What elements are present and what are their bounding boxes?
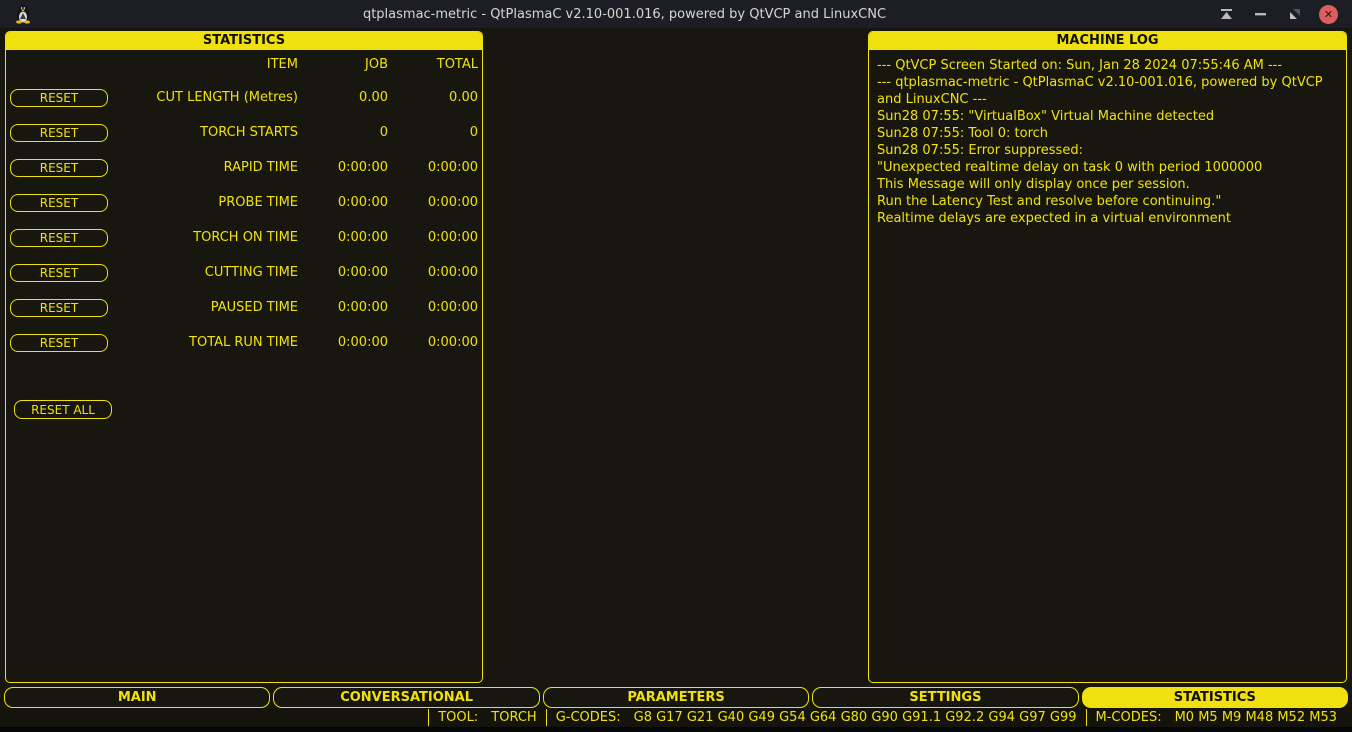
stat-item-label: PROBE TIME [218, 195, 298, 210]
log-line: Sun28 07:55: Tool 0: torch [877, 126, 1049, 141]
reset-button[interactable]: RESET [10, 263, 108, 282]
tool-value: TORCH [491, 710, 537, 725]
table-row: RESET TORCH STARTS 0 0 [6, 115, 478, 150]
tab-settings[interactable]: SETTINGS [812, 687, 1079, 708]
statistics-header-row: ITEM JOB TOTAL [6, 50, 478, 78]
tab-parameters[interactable]: PARAMETERS [542, 687, 810, 708]
stat-item-label: TORCH ON TIME [193, 230, 298, 245]
reset-button[interactable]: RESET [10, 298, 108, 317]
gcodes-status: G-CODES: G8 G17 G21 G40 G49 G54 G64 G80 … [547, 710, 1086, 725]
stat-total-value: 0:00:00 [427, 230, 478, 245]
tool-status: TOOL: TORCH [429, 710, 545, 725]
machine-log-title: MACHINE LOG [869, 32, 1346, 50]
reset-button[interactable]: RESET [10, 228, 108, 247]
stat-job-value: 0:00:00 [337, 195, 388, 210]
stat-job-value: 0.00 [359, 90, 388, 105]
mcodes-status: M-CODES: M0 M5 M9 M48 M52 M53 [1087, 710, 1346, 725]
log-line: This Message will only display once per … [877, 177, 1190, 192]
table-row: RESET CUTTING TIME 0:00:00 0:00:00 [6, 255, 478, 290]
table-row: RESET PAUSED TIME 0:00:00 0:00:00 [6, 290, 478, 325]
mcodes-label: M-CODES: [1095, 710, 1162, 725]
status-separator [428, 709, 430, 726]
minimize-icon[interactable] [1251, 5, 1270, 24]
statistics-panel-title: STATISTICS [6, 32, 482, 50]
log-line: Sun28 07:55: "VirtualBox" Virtual Machin… [877, 109, 1215, 124]
status-separator [1085, 709, 1087, 726]
stat-job-value: 0 [379, 125, 388, 140]
window-title: qtplasmac-metric - QtPlasmaC v2.10-001.0… [362, 6, 887, 22]
stat-total-value: 0:00:00 [427, 300, 478, 315]
tab-bar: MAIN CONVERSATIONAL PARAMETERS SETTINGS … [0, 687, 1352, 708]
stat-total-value: 0 [469, 125, 478, 140]
machine-log-text: --- QtVCP Screen Started on: Sun, Jan 28… [869, 50, 1346, 234]
reset-button[interactable]: RESET [10, 193, 108, 212]
log-line: and LinuxCNC --- [877, 92, 987, 107]
stat-job-value: 0:00:00 [337, 335, 388, 350]
log-line: --- QtVCP Screen Started on: Sun, Jan 28… [877, 58, 1283, 73]
reset-button[interactable]: RESET [10, 158, 108, 177]
tab-statistics[interactable]: STATISTICS [1081, 687, 1349, 708]
log-line: --- qtplasmac-metric - QtPlasmaC v2.10-0… [877, 75, 1323, 90]
machine-log-panel: MACHINE LOG --- QtVCP Screen Started on:… [868, 31, 1347, 683]
maximize-icon[interactable] [1285, 5, 1304, 24]
stat-job-value: 0:00:00 [337, 300, 388, 315]
shade-icon[interactable] [1217, 5, 1236, 24]
stat-total-value: 0.00 [449, 90, 478, 105]
table-row: RESET PROBE TIME 0:00:00 0:00:00 [6, 185, 478, 220]
stat-item-label: TOTAL RUN TIME [189, 335, 298, 350]
reset-button[interactable]: RESET [10, 333, 108, 352]
table-row: RESET RAPID TIME 0:00:00 0:00:00 [6, 150, 478, 185]
window-controls: ✕ [1217, 4, 1338, 24]
reset-all-button[interactable]: RESET ALL [14, 400, 112, 419]
stat-total-value: 0:00:00 [427, 160, 478, 175]
column-header-job: JOB [365, 56, 388, 72]
table-row: RESET TORCH ON TIME 0:00:00 0:00:00 [6, 220, 478, 255]
gcodes-label: G-CODES: [555, 710, 621, 725]
table-row: RESET TOTAL RUN TIME 0:00:00 0:00:00 [6, 325, 478, 360]
stat-item-label: RAPID TIME [223, 160, 298, 175]
stat-total-value: 0:00:00 [427, 195, 478, 210]
reset-button[interactable]: RESET [10, 123, 108, 142]
reset-button[interactable]: RESET [10, 88, 108, 107]
status-bar: TOOL: TORCH G-CODES: G8 G17 G21 G40 G49 … [0, 708, 1352, 732]
statistics-table: ITEM JOB TOTAL RESET CUT LENGTH (Metres)… [6, 50, 482, 419]
stat-item-label: PAUSED TIME [210, 300, 298, 315]
stat-job-value: 0:00:00 [337, 265, 388, 280]
stat-item-label: CUTTING TIME [204, 265, 298, 280]
close-icon[interactable]: ✕ [1319, 4, 1338, 24]
stat-item-label: CUT LENGTH (Metres) [156, 90, 298, 105]
stat-job-value: 0:00:00 [337, 160, 388, 175]
titlebar: qtplasmac-metric - QtPlasmaC v2.10-001.0… [0, 0, 1352, 28]
log-line: "Unexpected realtime delay on task 0 wit… [877, 160, 1263, 175]
log-line: Sun28 07:55: Error suppressed: [877, 143, 1083, 158]
log-line: Run the Latency Test and resolve before … [877, 194, 1222, 209]
gcodes-value: G8 G17 G21 G40 G49 G54 G64 G80 G90 G91.1… [633, 710, 1077, 725]
stat-total-value: 0:00:00 [427, 265, 478, 280]
status-separator [545, 709, 547, 726]
column-header-item: ITEM [266, 56, 298, 72]
stat-total-value: 0:00:00 [427, 335, 478, 350]
tool-label: TOOL: [438, 710, 479, 725]
stat-item-label: TORCH STARTS [200, 125, 298, 140]
mcodes-value: M0 M5 M9 M48 M52 M53 [1174, 710, 1337, 725]
tab-conversational[interactable]: CONVERSATIONAL [273, 687, 540, 708]
statistics-panel: STATISTICS ITEM JOB TOTAL RESET CUT LENG… [5, 31, 483, 683]
stat-job-value: 0:00:00 [337, 230, 388, 245]
table-row: RESET CUT LENGTH (Metres) 0.00 0.00 [6, 80, 478, 115]
log-line: Realtime delays are expected in a virtua… [877, 211, 1232, 226]
tab-main[interactable]: MAIN [4, 687, 271, 708]
column-header-total: TOTAL [436, 56, 478, 72]
linuxcnc-penguin-icon [16, 5, 30, 24]
